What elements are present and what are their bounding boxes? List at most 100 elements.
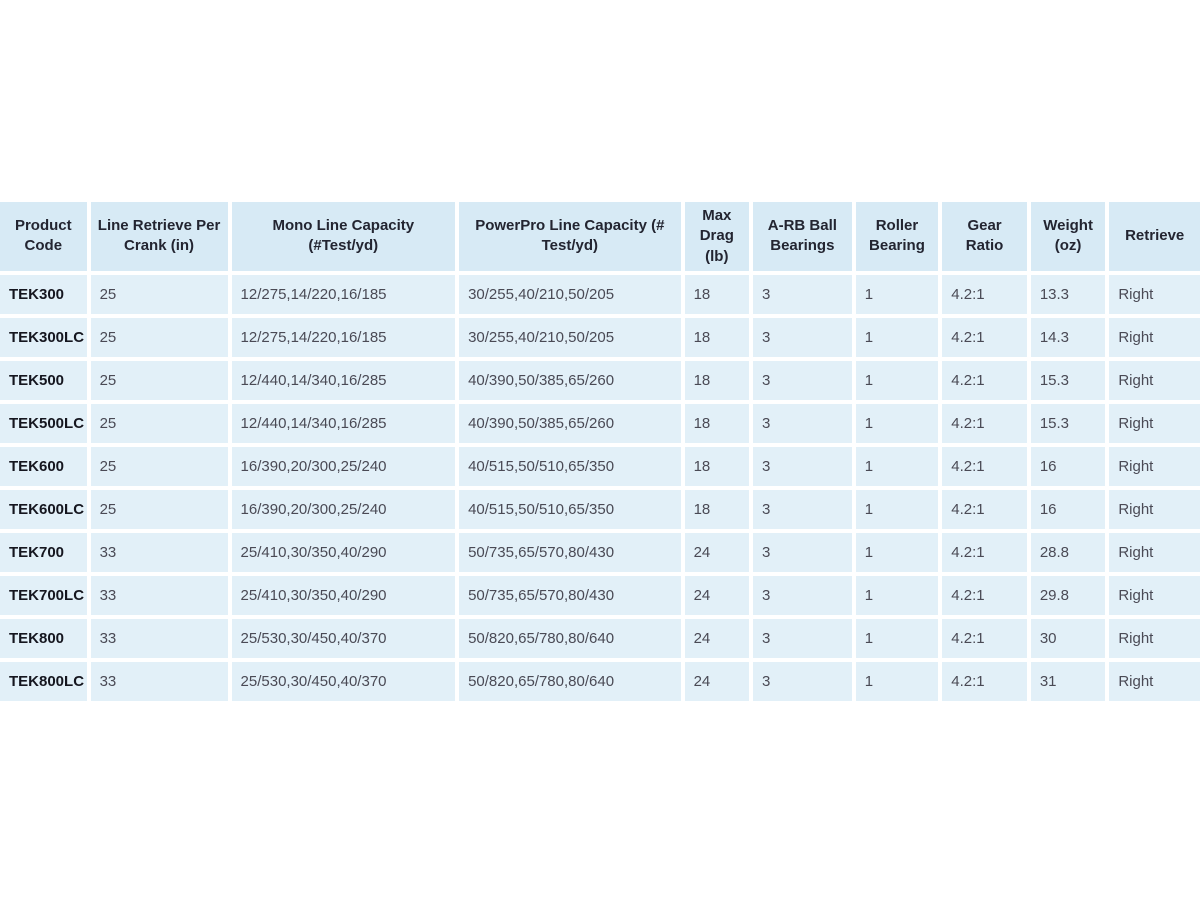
spec-cell: Right — [1109, 575, 1200, 615]
spec-cell: Right — [1109, 661, 1200, 701]
table-row: TEK600LC 25 16/390,20/300,25/240 40/515,50/… — [0, 489, 1200, 529]
spec-cell: Right — [1109, 403, 1200, 443]
spec-cell: 1 — [855, 403, 939, 443]
spec-cell: 25 — [90, 446, 228, 486]
spec-cell: Right — [1109, 618, 1200, 658]
spec-cell: 3 — [753, 360, 852, 400]
spec-cell: 14.3 — [1030, 317, 1106, 357]
spec-cell: 4.2:1 — [942, 575, 1027, 615]
table-row: TEK300 25 12/275,14/220,16/185 30/255,40/21… — [0, 274, 1200, 314]
spec-cell: 12/440,14/340,16/285 — [231, 403, 456, 443]
spec-cell: 3 — [753, 274, 852, 314]
product-code-cell: TEK800 — [0, 618, 87, 658]
spec-cell: 28.8 — [1030, 532, 1106, 572]
spec-cell: 30 — [1030, 618, 1106, 658]
spec-cell: 29.8 — [1030, 575, 1106, 615]
product-code-cell: TEK600 — [0, 446, 87, 486]
spec-cell: 4.2:1 — [942, 274, 1027, 314]
product-code-cell: TEK800LC — [0, 661, 87, 701]
spec-cell: 30/255,40/210,50/205 — [459, 274, 681, 314]
spec-cell: 25 — [90, 274, 228, 314]
spec-cell: 1 — [855, 360, 939, 400]
spec-cell: 50/820,65/780,80/640 — [459, 661, 681, 701]
spec-cell: 1 — [855, 532, 939, 572]
spec-cell: 12/275,14/220,16/185 — [231, 317, 456, 357]
product-spec-table: Product Code Line Retrieve Per Crank (in)… — [0, 198, 1200, 705]
spec-cell: Right — [1109, 274, 1200, 314]
spec-cell: 3 — [753, 532, 852, 572]
column-header: Gear Ratio — [942, 202, 1027, 271]
spec-cell: 13.3 — [1030, 274, 1106, 314]
spec-cell: 4.2:1 — [942, 317, 1027, 357]
spec-cell: 25/530,30/450,40/370 — [231, 618, 456, 658]
spec-cell: 30/255,40/210,50/205 — [459, 317, 681, 357]
spec-cell: 25/530,30/450,40/370 — [231, 661, 456, 701]
spec-cell: 4.2:1 — [942, 360, 1027, 400]
spec-cell: 50/735,65/570,80/430 — [459, 575, 681, 615]
spec-cell: 25 — [90, 403, 228, 443]
spec-cell: 4.2:1 — [942, 446, 1027, 486]
spec-cell: 18 — [684, 446, 750, 486]
spec-cell: 33 — [90, 532, 228, 572]
table-row: TEK300LC 25 12/275,14/220,16/185 30/255,40/… — [0, 317, 1200, 357]
column-header: Roller Bearing — [855, 202, 939, 271]
spec-cell: 25 — [90, 360, 228, 400]
spec-cell: 1 — [855, 575, 939, 615]
spec-cell: 15.3 — [1030, 403, 1106, 443]
spec-cell: Right — [1109, 360, 1200, 400]
product-code-cell: TEK700LC — [0, 575, 87, 615]
spec-cell: 40/515,50/510,65/350 — [459, 489, 681, 529]
spec-cell: 24 — [684, 661, 750, 701]
column-header: PowerPro Line Capacity (# Test/yd) — [459, 202, 681, 271]
spec-cell: 24 — [684, 618, 750, 658]
product-code-cell: TEK500LC — [0, 403, 87, 443]
table-row: TEK500 25 12/440,14/340,16/285 40/390,50/38… — [0, 360, 1200, 400]
spec-cell: 3 — [753, 489, 852, 529]
spec-cell: 50/735,65/570,80/430 — [459, 532, 681, 572]
spec-cell: 31 — [1030, 661, 1106, 701]
spec-cell: 16 — [1030, 446, 1106, 486]
spec-cell: 3 — [753, 446, 852, 486]
table-body: TEK300 25 12/275,14/220,16/185 30/255,40/21… — [0, 274, 1200, 701]
product-code-cell: TEK700 — [0, 532, 87, 572]
spec-cell: 25 — [90, 317, 228, 357]
spec-cell: 33 — [90, 575, 228, 615]
column-header: Product Code — [0, 202, 87, 271]
spec-cell: 1 — [855, 489, 939, 529]
spec-cell: 1 — [855, 317, 939, 357]
spec-cell: 24 — [684, 575, 750, 615]
spec-cell: 3 — [753, 317, 852, 357]
spec-cell: 40/390,50/385,65/260 — [459, 360, 681, 400]
spec-cell: 18 — [684, 317, 750, 357]
spec-cell: 3 — [753, 403, 852, 443]
spec-cell: 25 — [90, 489, 228, 529]
spec-cell: 33 — [90, 618, 228, 658]
spec-cell: 18 — [684, 274, 750, 314]
spec-cell: 15.3 — [1030, 360, 1106, 400]
table-row: TEK600 25 16/390,20/300,25/240 40/515,50/51… — [0, 446, 1200, 486]
table-header: Product Code Line Retrieve Per Crank (in)… — [0, 202, 1200, 271]
spec-cell: 12/440,14/340,16/285 — [231, 360, 456, 400]
spec-cell: Right — [1109, 532, 1200, 572]
spec-cell: 40/390,50/385,65/260 — [459, 403, 681, 443]
spec-cell: 18 — [684, 489, 750, 529]
spec-cell: 50/820,65/780,80/640 — [459, 618, 681, 658]
column-header: Weight (oz) — [1030, 202, 1106, 271]
spec-cell: 24 — [684, 532, 750, 572]
spec-cell: 3 — [753, 618, 852, 658]
product-code-cell: TEK600LC — [0, 489, 87, 529]
table-row: TEK500LC 25 12/440,14/340,16/285 40/390,50/… — [0, 403, 1200, 443]
spec-cell: 4.2:1 — [942, 489, 1027, 529]
spec-cell: 1 — [855, 618, 939, 658]
product-code-cell: TEK300 — [0, 274, 87, 314]
spec-cell: Right — [1109, 446, 1200, 486]
header-row: Product Code Line Retrieve Per Crank (in)… — [0, 202, 1200, 271]
spec-cell: 16 — [1030, 489, 1106, 529]
spec-cell: 16/390,20/300,25/240 — [231, 489, 456, 529]
column-header: Max Drag (lb) — [684, 202, 750, 271]
product-code-cell: TEK500 — [0, 360, 87, 400]
spec-cell: 33 — [90, 661, 228, 701]
spec-cell: 4.2:1 — [942, 403, 1027, 443]
spec-cell: 16/390,20/300,25/240 — [231, 446, 456, 486]
spec-cell: 25/410,30/350,40/290 — [231, 532, 456, 572]
